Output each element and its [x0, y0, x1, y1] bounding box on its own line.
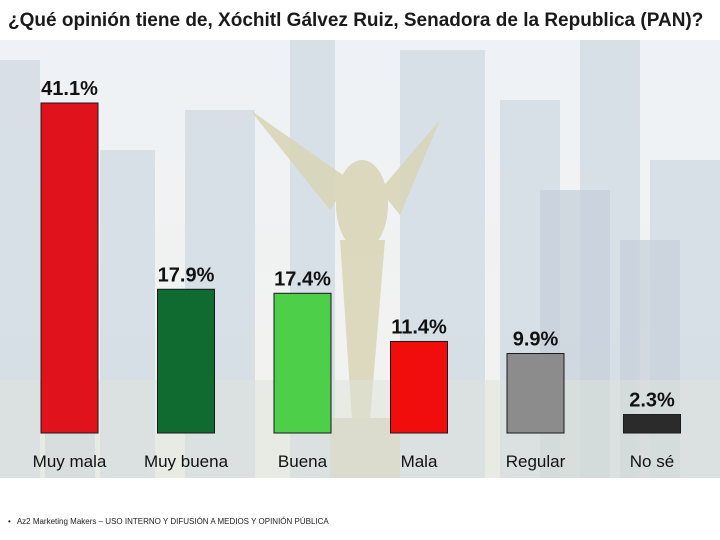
data-label-3: 11.4%	[391, 316, 447, 338]
footer-note: • Az2 Marketing Makers – USO INTERNO Y DI…	[8, 517, 329, 526]
data-label-4: 9.9%	[513, 329, 559, 351]
bar-2	[273, 292, 332, 434]
category-label-5: No sé	[630, 452, 674, 471]
bar-4	[506, 353, 565, 434]
category-label-1: Muy buena	[144, 452, 229, 471]
chart-title: ¿Qué opinión tiene de, Xóchitl Gálvez Ru…	[8, 10, 704, 31]
bar-1	[157, 288, 215, 434]
bar-3	[390, 340, 448, 434]
bar-5	[623, 414, 681, 434]
category-label-3: Mala	[401, 452, 438, 471]
footer-text: Az2 Marketing Makers – USO INTERNO Y DIF…	[16, 517, 329, 526]
data-label-5: 2.3%	[629, 390, 675, 412]
data-label-2: 17.4%	[274, 268, 331, 290]
category-label-2: Buena	[278, 452, 328, 471]
data-label-1: 17.9%	[158, 264, 215, 286]
data-label-0: 41.1%	[41, 78, 98, 100]
bullet-icon: •	[8, 517, 11, 526]
category-label-0: Muy mala	[33, 452, 107, 471]
category-label-4: Regular	[506, 452, 566, 471]
bar-0	[40, 102, 99, 434]
